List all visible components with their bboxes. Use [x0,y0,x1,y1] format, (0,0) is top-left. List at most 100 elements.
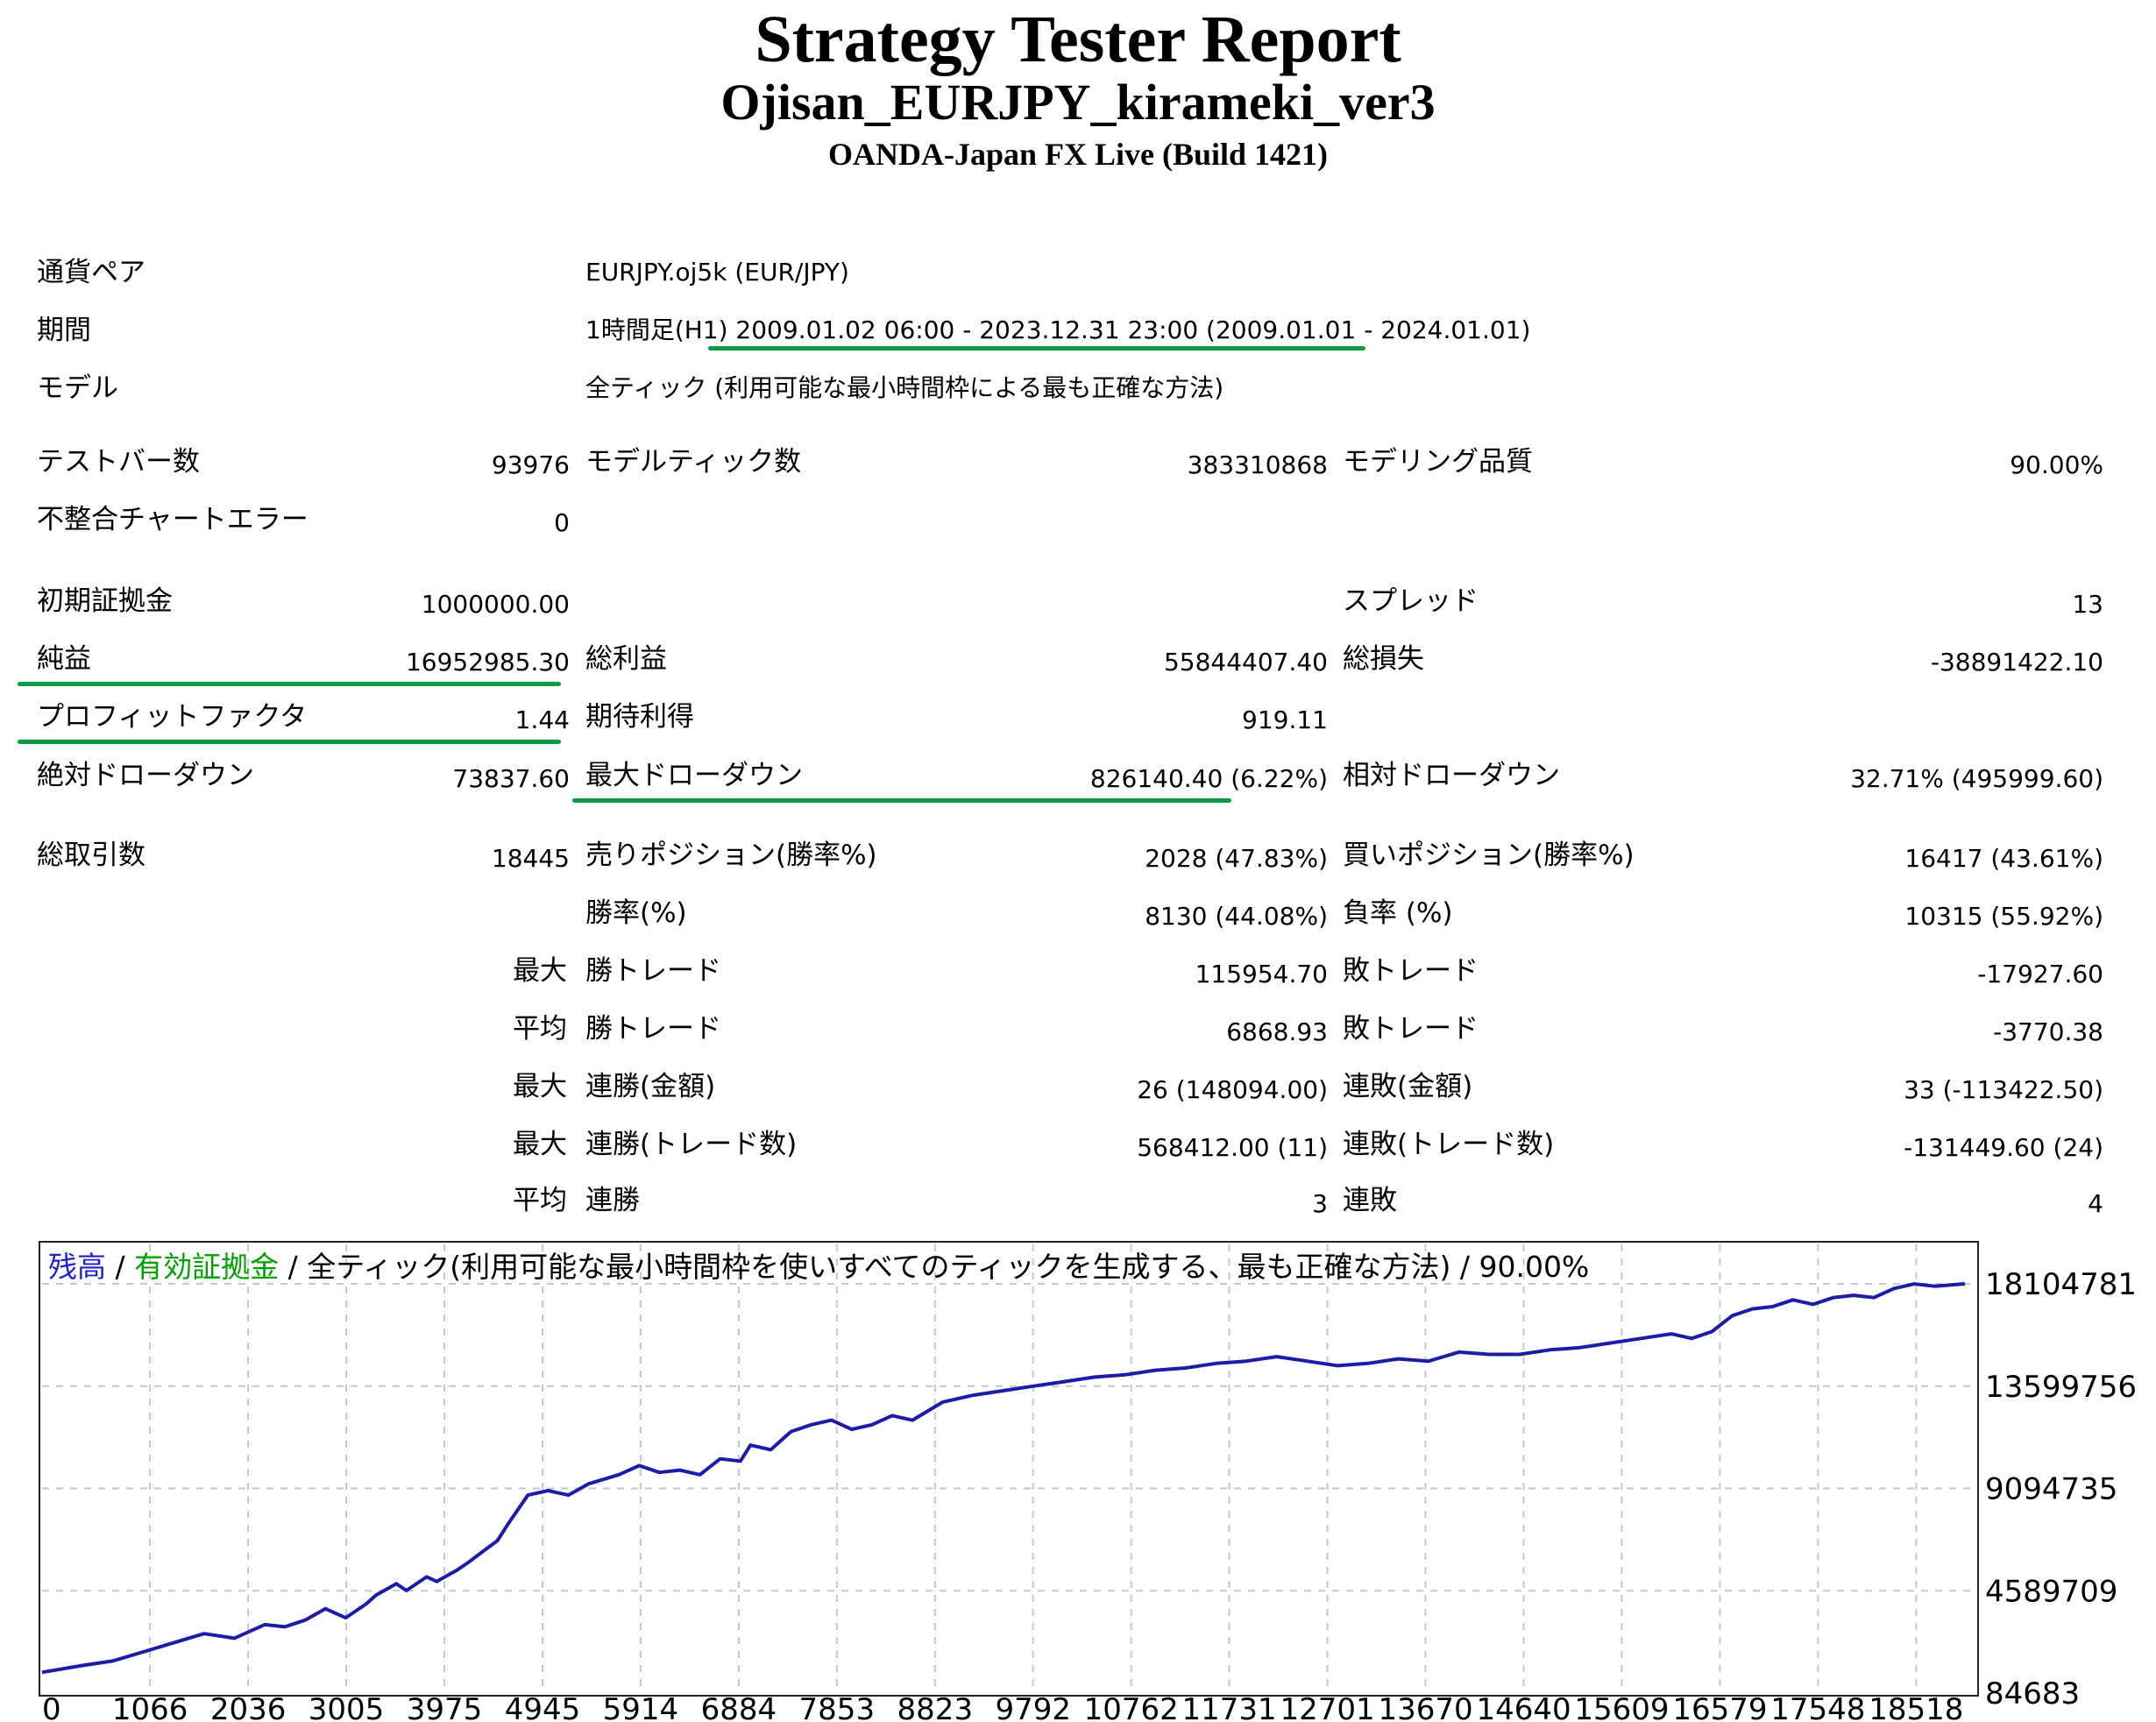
period-value: 1時間足(H1) 2009.01.02 06:00 - 2023.12.31 2… [585,315,1531,344]
x-tick-label: 14640 [1476,1692,1571,1722]
ticks-label: モデルティック数 [585,446,802,478]
gross-profit-value: 55844407.40 [1163,648,1328,677]
gross-profit-label: 総利益 [585,643,667,675]
max-prefix-1: 最大 [513,955,567,987]
expected-label: 期待利得 [585,701,694,733]
x-tick-label: 2036 [210,1692,287,1722]
consec-loss-count-value: -131449.60 (24) [1904,1133,2103,1162]
gross-loss-label: 総損失 [1343,643,1424,675]
avg-prefix-1: 平均 [513,1013,567,1045]
x-tick-label: 6884 [701,1692,777,1722]
pf-value: 1.44 [514,705,570,734]
quality-label: モデリング品質 [1343,446,1533,478]
y-tick-label: 13599756 [1985,1370,2137,1405]
legend-balance: 残高 [48,1250,106,1284]
max-win-value: 115954.70 [1195,960,1328,989]
deposit-value: 1000000.00 [421,590,570,619]
x-tick-label: 17548 [1770,1692,1865,1722]
max-prefix-2: 最大 [513,1071,567,1102]
short-value: 2028 (47.83%) [1145,844,1328,873]
max-loss-value: -17927.60 [1977,960,2103,989]
model-label: モデル [37,372,118,404]
avg-loss-value: -3770.38 [1993,1017,2103,1046]
x-tick-label: 1066 [112,1692,188,1722]
legend-rest: / 全ティック(利用可能な最小時間枠を使いすべてのティックを生成する、最も正確な… [279,1250,1590,1284]
bars-value: 93976 [491,450,570,479]
win-rate-value: 8130 (44.08%) [1145,902,1328,931]
legend-equity: 有効証拠金 [134,1250,280,1284]
consec-loss-money-value: 33 (-113422.50) [1904,1075,2103,1104]
rel-dd-value: 32.71% (495999.60) [1850,764,2103,793]
net-label: 純益 [37,643,91,675]
win-rate-label: 勝率(%) [585,897,687,929]
mismatch-value: 0 [554,508,570,537]
rel-dd-label: 相対ドローダウン [1343,760,1560,791]
x-tick-label: 15609 [1574,1692,1669,1722]
y-tick-label: 9094735 [1985,1471,2117,1506]
consec-loss-count-label: 連敗(トレード数) [1343,1129,1555,1160]
consec-win-money-label: 連勝(金額) [585,1071,716,1102]
avg-win-value: 6868.93 [1226,1017,1328,1046]
pf-underline [18,740,561,744]
y-tick-label: 18104781 [1985,1267,2137,1302]
loss-rate-label: 負率 (%) [1343,897,1453,929]
consec-loss-money-label: 連敗(金額) [1343,1071,1473,1102]
net-value: 16952985.30 [405,648,570,677]
max-loss-label: 敗トレード [1343,955,1479,987]
mismatch-label: 不整合チャートエラー [37,504,309,535]
abs-dd-label: 絶対ドローダウン [37,760,254,791]
avg-prefix-2: 平均 [513,1185,567,1216]
x-tick-label: 11731 [1182,1692,1277,1722]
period-underline [708,346,1365,351]
avg-consec-loss-value: 4 [2088,1189,2103,1218]
chart-frame [39,1241,1979,1697]
symbol-label: 通貨ペア [37,257,145,288]
x-tick-label: 3975 [407,1692,483,1722]
legend-sep: / [106,1250,135,1284]
max-dd-label: 最大ドローダウン [585,760,803,791]
loss-rate-value: 10315 (55.92%) [1904,902,2103,931]
x-tick-label: 12701 [1280,1692,1375,1722]
bars-label: テストバー数 [37,446,200,478]
max-dd-underline [572,798,1231,803]
long-label: 買いポジション(勝率%) [1343,840,1635,871]
short-label: 売りポジション(勝率%) [585,840,877,871]
x-tick-label: 5914 [603,1692,679,1722]
ea-name: Ojisan_EURJPY_kirameki_ver3 [720,74,1436,131]
server-name: OANDA-Japan FX Live (Build 1421) [827,137,1329,172]
x-tick-label: 13670 [1378,1692,1472,1722]
y-tick-label: 4589709 [1985,1574,2117,1609]
max-win-label: 勝トレード [585,955,721,987]
net-underline [18,682,561,686]
x-tick-label: 16579 [1672,1692,1767,1722]
x-tick-label: 18518 [1869,1692,1963,1722]
spread-label: スプレッド [1343,585,1479,617]
x-tick-label: 9792 [995,1692,1071,1722]
x-tick-label: 7853 [799,1692,876,1722]
chart-legend: 残高 / 有効証拠金 / 全ティック(利用可能な最小時間枠を使いすべてのティック… [48,1248,1589,1286]
y-tick-label: 84683 [1985,1676,2080,1711]
symbol-value: EURJPY.oj5k (EUR/JPY) [585,258,849,287]
gross-loss-value: -38891422.10 [1930,648,2103,677]
x-tick-label: 10762 [1084,1692,1179,1722]
x-tick-label: 4945 [505,1692,581,1722]
model-value: 全ティック (利用可能な最小時間枠による最も正確な方法) [585,373,1224,402]
avg-loss-label: 敗トレード [1343,1013,1479,1045]
deposit-label: 初期証拠金 [37,585,173,617]
consec-win-count-label: 連勝(トレード数) [585,1129,798,1160]
max-prefix-3: 最大 [513,1129,567,1160]
consec-win-money-value: 26 (148094.00) [1137,1075,1328,1104]
x-tick-label: 0 [42,1692,61,1722]
expected-value: 919.11 [1242,705,1328,734]
avg-consec-win-label: 連勝 [585,1185,640,1216]
x-tick-label: 3005 [309,1692,385,1722]
max-dd-value: 826140.40 (6.22%) [1089,764,1328,793]
report-title: Strategy Tester Report [755,3,1401,76]
avg-win-label: 勝トレード [585,1013,721,1045]
period-label: 期間 [37,315,91,346]
avg-consec-win-value: 3 [1312,1189,1328,1218]
quality-value: 90.00% [2010,450,2103,479]
trades-label: 総取引数 [37,840,145,871]
consec-win-count-value: 568412.00 (11) [1137,1133,1328,1162]
